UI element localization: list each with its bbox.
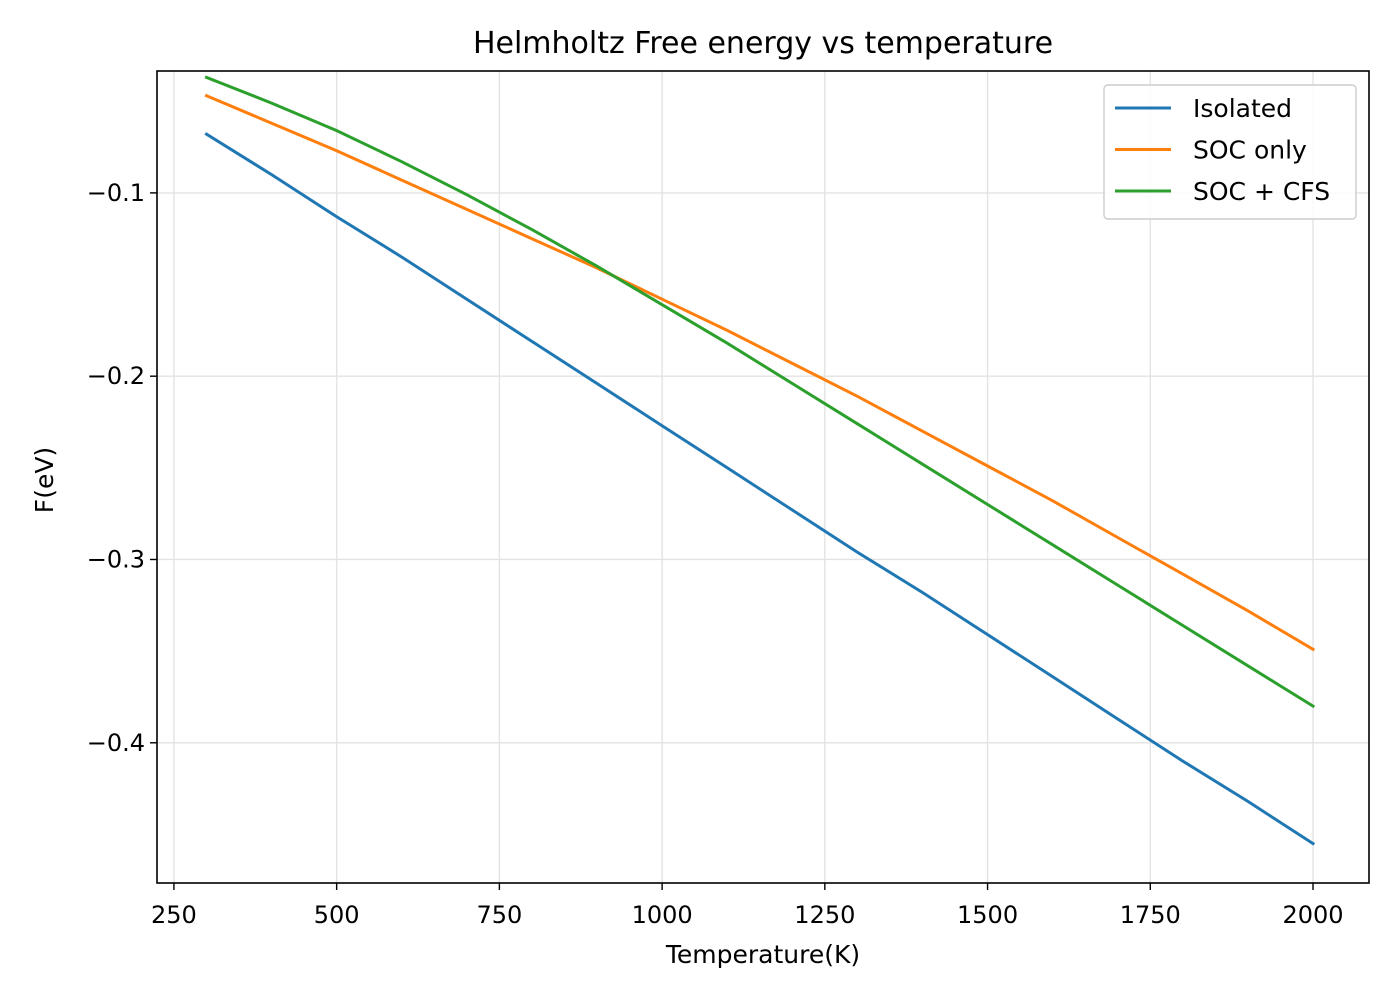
y-tick-label: −0.1 (87, 179, 145, 207)
y-tick-label: −0.2 (87, 362, 145, 390)
legend-label-isolated: Isolated (1193, 94, 1292, 123)
series-line-soc-only (204, 93, 1316, 652)
legend-label-soc-cfs: SOC + CFS (1193, 177, 1330, 206)
legend-label-soc-only: SOC only (1193, 136, 1307, 165)
x-tick-label: 750 (476, 901, 522, 929)
plot-frame (156, 70, 1370, 884)
y-tick-label: −0.4 (87, 729, 145, 757)
chart-title: Helmholtz Free energy vs temperature (473, 26, 1053, 61)
x-tick-label: 250 (151, 901, 197, 929)
x-tick-label: 1000 (632, 901, 693, 929)
axis-ticks: 250 500 750 1000 1250 1500 1750 2000 −0.1 −0.2 −0.… (87, 179, 1344, 929)
series-line-isolated (204, 132, 1316, 846)
x-tick-label: 500 (314, 901, 360, 929)
x-tick-label: 1750 (1120, 901, 1181, 929)
plot-series (204, 75, 1316, 846)
series-line-soc-cfs (204, 75, 1316, 709)
x-axis-label: Temperature(K) (665, 940, 860, 969)
x-tick-label: 1500 (957, 901, 1018, 929)
grid-lines (157, 71, 1369, 883)
x-tick-label: 2000 (1282, 901, 1343, 929)
y-tick-label: −0.3 (87, 545, 145, 573)
legend: Isolated SOC only SOC + CFS (1103, 84, 1357, 220)
y-axis-label: F(eV) (30, 447, 59, 513)
legend-box (1103, 84, 1357, 220)
x-tick-label: 1250 (794, 901, 855, 929)
